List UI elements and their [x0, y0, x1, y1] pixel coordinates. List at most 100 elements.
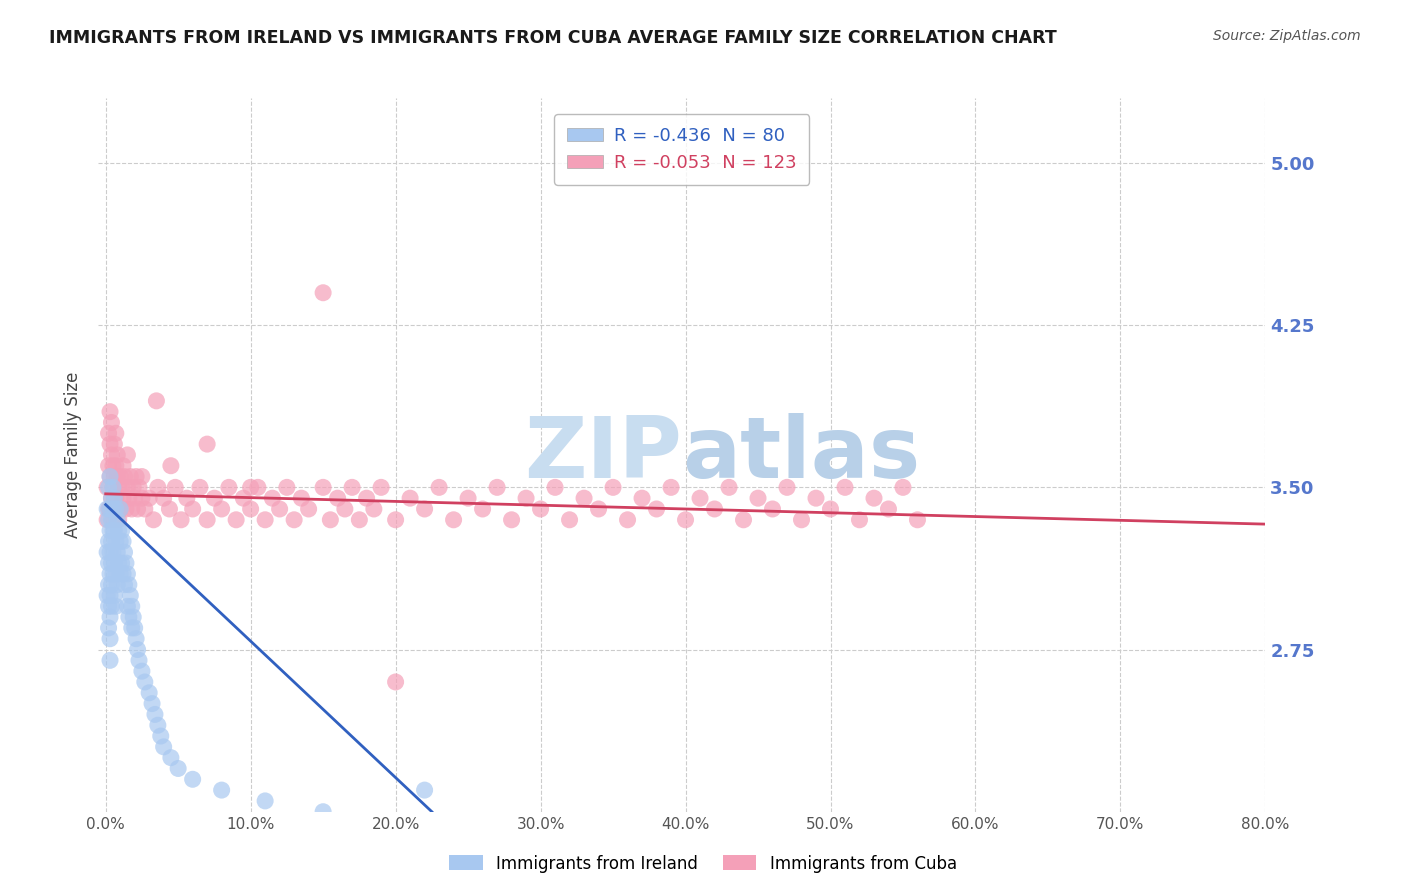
Point: [98, 610, 121, 624]
Point: [104, 599, 127, 614]
Point: [101, 502, 124, 516]
Point: [114, 577, 136, 591]
Point: [333, 502, 356, 516]
Point: [105, 545, 128, 559]
Point: [110, 556, 132, 570]
Point: [211, 502, 233, 516]
Point: [659, 480, 682, 494]
Point: [283, 513, 305, 527]
Point: [413, 502, 436, 516]
Point: [128, 653, 150, 667]
Point: [124, 491, 146, 505]
Point: [501, 513, 523, 527]
Point: [101, 513, 124, 527]
Point: [100, 577, 122, 591]
Point: [443, 513, 465, 527]
Point: [97, 556, 120, 570]
Point: [97, 534, 120, 549]
Point: [363, 502, 385, 516]
Point: [290, 491, 312, 505]
Point: [602, 480, 624, 494]
Point: [127, 502, 149, 516]
Point: [105, 448, 128, 462]
Text: ZIP: ZIP: [524, 413, 682, 497]
Point: [120, 469, 142, 483]
Point: [110, 524, 132, 538]
Point: [107, 513, 129, 527]
Point: [112, 566, 135, 581]
Point: [96, 589, 118, 603]
Point: [848, 513, 870, 527]
Point: [427, 480, 450, 494]
Point: [105, 469, 128, 483]
Point: [98, 632, 121, 646]
Point: [107, 524, 129, 538]
Point: [152, 739, 174, 754]
Point: [138, 686, 160, 700]
Point: [104, 458, 127, 473]
Point: [101, 458, 124, 473]
Point: [101, 480, 124, 494]
Point: [675, 513, 697, 527]
Point: [276, 480, 298, 494]
Point: [340, 480, 363, 494]
Point: [101, 566, 124, 581]
Point: [103, 524, 125, 538]
Point: [349, 513, 371, 527]
Point: [188, 480, 211, 494]
Y-axis label: Average Family Size: Average Family Size: [65, 372, 83, 538]
Point: [218, 480, 240, 494]
Point: [834, 480, 856, 494]
Point: [108, 469, 131, 483]
Point: [645, 502, 668, 516]
Point: [96, 545, 118, 559]
Point: [820, 502, 842, 516]
Point: [107, 480, 129, 494]
Point: [269, 502, 291, 516]
Point: [165, 480, 187, 494]
Point: [112, 491, 135, 505]
Point: [149, 729, 172, 743]
Point: [225, 513, 247, 527]
Point: [121, 599, 143, 614]
Point: [131, 491, 153, 505]
Point: [195, 437, 218, 451]
Point: [761, 502, 783, 516]
Point: [108, 502, 131, 516]
Point: [108, 534, 131, 549]
Point: [100, 599, 122, 614]
Point: [100, 556, 122, 570]
Point: [159, 502, 181, 516]
Point: [239, 480, 262, 494]
Point: [112, 458, 135, 473]
Point: [97, 426, 120, 441]
Point: [167, 762, 190, 776]
Point: [733, 513, 755, 527]
Point: [211, 783, 233, 797]
Point: [97, 480, 120, 494]
Point: [98, 545, 121, 559]
Point: [118, 610, 141, 624]
Point: [97, 599, 120, 614]
Point: [863, 491, 886, 505]
Point: [202, 491, 225, 505]
Point: [239, 502, 262, 516]
Point: [114, 545, 136, 559]
Point: [254, 513, 277, 527]
Text: atlas: atlas: [682, 413, 920, 497]
Point: [312, 805, 335, 819]
Point: [370, 480, 392, 494]
Point: [544, 480, 567, 494]
Point: [98, 524, 121, 538]
Point: [97, 577, 120, 591]
Point: [122, 480, 145, 494]
Point: [384, 675, 406, 690]
Point: [103, 502, 125, 516]
Point: [125, 632, 148, 646]
Point: [312, 285, 335, 300]
Point: [115, 556, 138, 570]
Point: [262, 491, 284, 505]
Point: [152, 491, 174, 505]
Point: [399, 491, 422, 505]
Point: [131, 469, 153, 483]
